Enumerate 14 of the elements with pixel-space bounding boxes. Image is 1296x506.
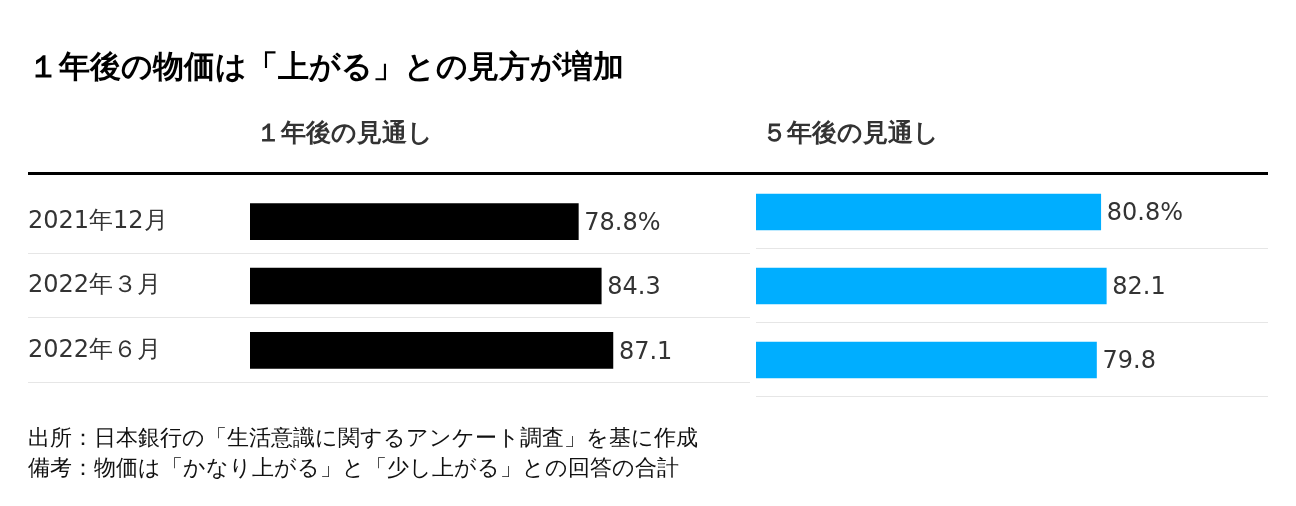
data-label: 87.1 (618, 336, 673, 365)
data-label: 82.1 (1112, 272, 1166, 301)
chart-title: １年後の物価は「上がる」との見方が増加 (28, 47, 624, 86)
text: 出所：日本銀行の「生活意識に関するアンケート調査」を基に作成 (28, 424, 698, 452)
y-tick-label: 2022年６月 (28, 334, 162, 363)
data-label: 84.3 (607, 272, 661, 301)
y-tick-label: 2022年３月 (28, 270, 162, 299)
chart-subtitle: １年後の見通し (256, 117, 433, 149)
text: 備考：物価は「かなり上がる」と「少し上がる」との回答の合計 (28, 454, 680, 482)
chart-subtitle: ５年後の見通し (762, 117, 939, 149)
y-tick-label: 2021年12月 (28, 205, 168, 234)
data-label: 80.8% (1106, 198, 1183, 227)
data-label: 79.8 (1102, 346, 1156, 375)
data-label: 78.8% (584, 207, 661, 236)
